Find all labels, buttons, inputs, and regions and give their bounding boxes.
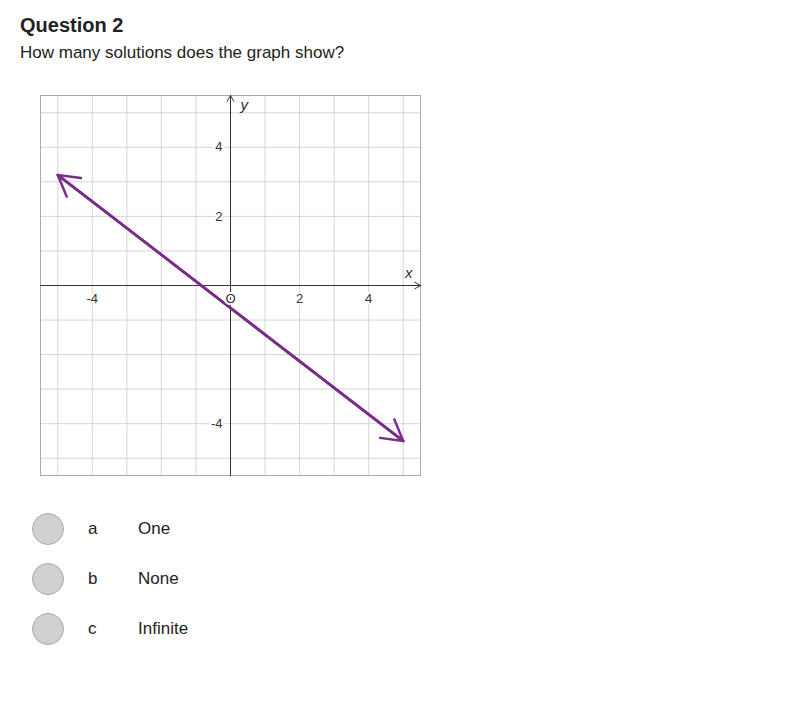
svg-text:-4: -4 (87, 291, 99, 306)
svg-text:O: O (225, 291, 235, 306)
html-text:None: None (138, 569, 179, 588)
html-text:b: b (88, 569, 98, 588)
html-text:a: a (88, 519, 98, 538)
html-text:One: One (138, 519, 171, 538)
svg-text:2: 2 (215, 209, 222, 224)
svg-text:4: 4 (215, 139, 222, 154)
svg-text:2: 2 (296, 291, 303, 306)
svg-text:x: x (404, 264, 413, 281)
svg-text:y: y (240, 96, 250, 113)
html-text:How many solutions does the gr: How many solutions does the graph show? (20, 43, 345, 62)
svg-text:-4: -4 (211, 416, 223, 431)
html-text:Infinite: Infinite (138, 619, 189, 638)
html-text:c: c (88, 619, 97, 638)
svg-text:4: 4 (365, 291, 372, 306)
html-text:Question 2: Question 2 (20, 14, 124, 36)
